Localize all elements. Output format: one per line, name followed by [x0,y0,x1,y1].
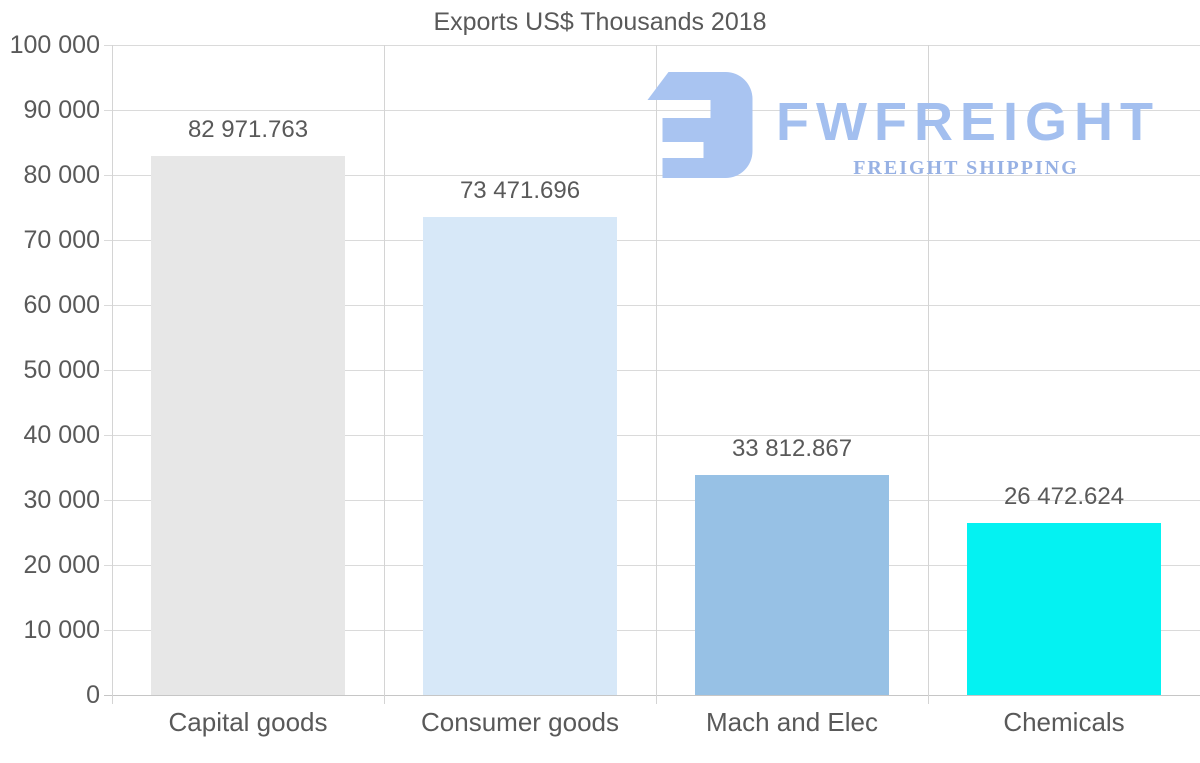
y-gridline [104,110,1200,111]
bar-value-label: 73 471.696 [459,177,581,205]
y-gridline [104,240,1200,241]
bar-consumer-goods [423,217,617,695]
bar-value-label: 33 812.867 [731,435,853,463]
category-label: Capital goods [168,707,328,737]
y-tick-label: 50 000 [23,356,100,384]
y-gridline [104,565,1200,566]
y-tick-label: 30 000 [23,486,100,514]
freight-monogram-path [647,72,753,178]
y-tick-label: 40 000 [23,421,100,449]
x-axis-line [104,695,1200,696]
y-axis-line [112,45,113,704]
y-tick-label: 80 000 [23,161,100,189]
bar-mach-and-elec [695,475,889,695]
y-gridline [104,435,1200,436]
y-tick-label: 60 000 [23,291,100,319]
y-gridline [104,305,1200,306]
bar-chemicals [967,522,1161,695]
bar-value-label: 26 472.624 [1003,482,1125,510]
y-gridline [104,630,1200,631]
freight-monogram-icon [647,72,753,178]
y-gridline [104,500,1200,501]
category-label: Chemicals [1003,707,1125,737]
y-tick-label: 10 000 [23,616,100,644]
y-gridline [104,370,1200,371]
x-gridline [384,45,385,704]
brand-logo: FWFREIGHT FREIGHT SHIPPING [647,72,1157,182]
y-tick-label: 0 [86,681,100,709]
y-tick-label: 20 000 [23,551,100,579]
chart-title: Exports US$ Thousands 2018 [433,8,767,36]
y-tick-label: 70 000 [23,226,100,254]
category-label: Consumer goods [421,707,619,737]
y-gridline [104,45,1200,46]
category-label: Mach and Elec [706,707,878,737]
y-tick-label: 90 000 [23,96,100,124]
x-gridline [928,45,929,704]
x-gridline [656,45,657,704]
brand-tagline: FREIGHT SHIPPING [853,157,1079,179]
y-tick-label: 100 000 [9,31,100,59]
bar-value-label: 82 971.763 [187,115,309,143]
y-gridline [104,175,1200,176]
bar-capital-goods [151,155,345,695]
brand-name: FWFREIGHT [776,92,1160,152]
